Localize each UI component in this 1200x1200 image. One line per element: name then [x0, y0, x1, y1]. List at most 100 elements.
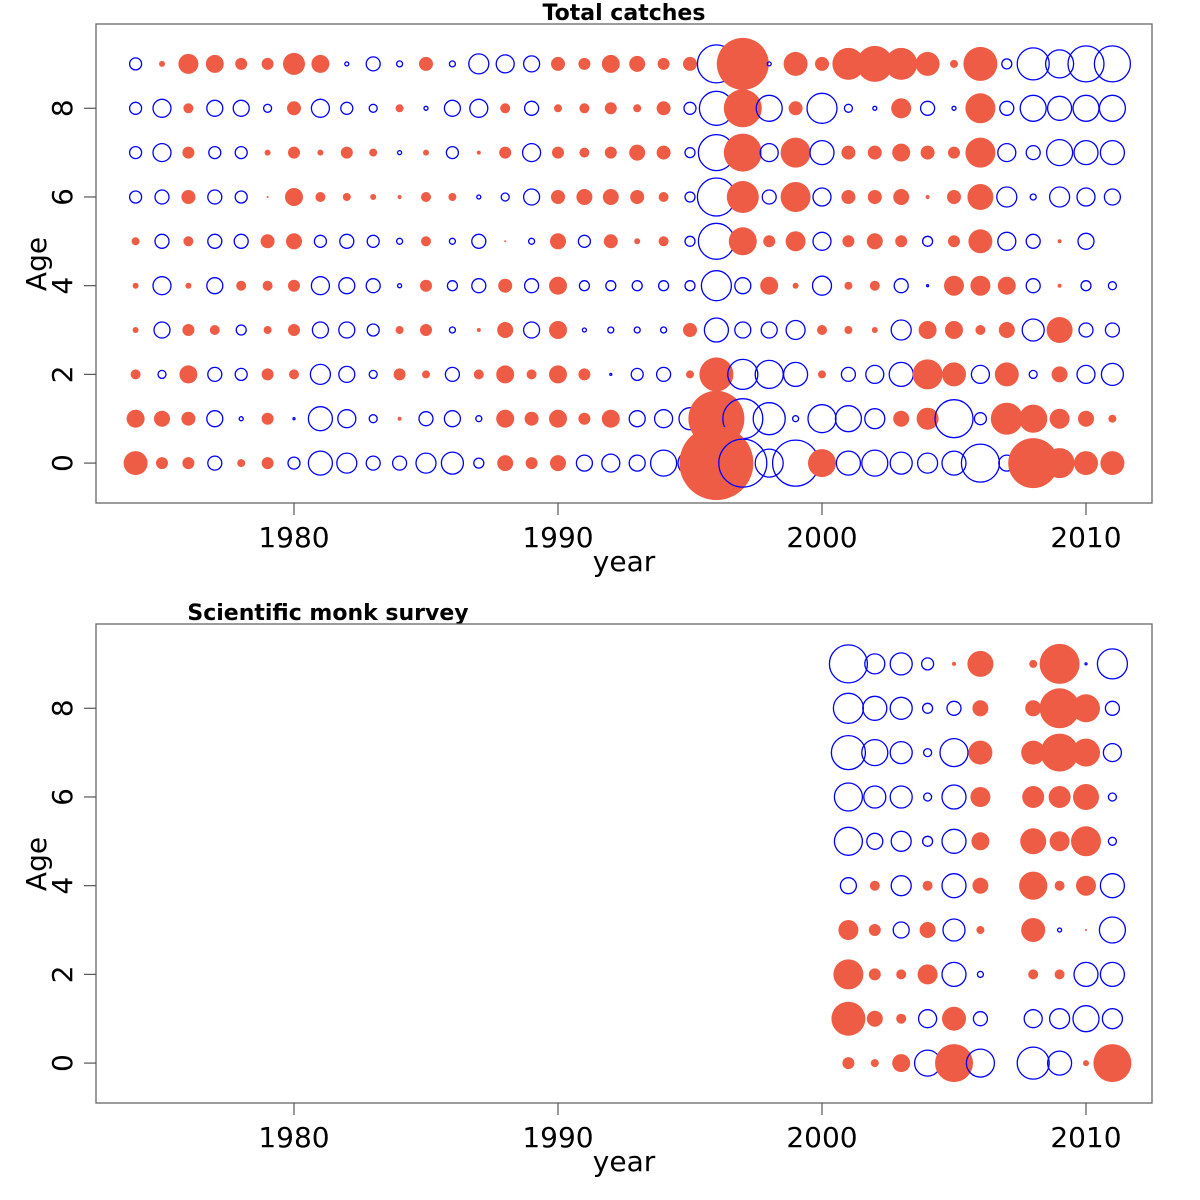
bubble-positive: [550, 233, 566, 250]
bubble-positive: [311, 54, 330, 73]
x-tick-label: 1990: [522, 521, 593, 554]
bubble-positive: [1022, 786, 1045, 808]
bubble-negative: [832, 692, 865, 724]
bubble-positive: [1025, 700, 1042, 717]
bubble-positive: [182, 146, 195, 159]
bubble-positive: [1019, 871, 1048, 900]
bubble-positive: [893, 189, 910, 205]
bubble-negative: [448, 326, 457, 334]
y-tick-label: 2: [46, 365, 79, 383]
bubble-positive: [130, 369, 141, 380]
bubble-positive: [156, 457, 168, 470]
bubble-negative: [1101, 1008, 1124, 1030]
bubble-negative: [785, 319, 806, 341]
bubble-positive: [892, 143, 911, 162]
bubble-negative: [864, 653, 886, 675]
bubble-negative: [811, 275, 833, 296]
bubble-negative: [1045, 138, 1074, 167]
bubble-positive: [261, 457, 274, 470]
bubble-negative: [1048, 1008, 1071, 1030]
bubble-negative: [997, 231, 1017, 251]
bubble-negative: [890, 830, 912, 852]
bubble-positive: [629, 144, 646, 161]
bubble-negative: [578, 280, 591, 292]
bubble-positive: [780, 182, 811, 212]
bubble-negative: [471, 278, 487, 294]
bubble-positive: [679, 426, 754, 501]
bubble-negative: [337, 409, 357, 429]
bubble-negative: [921, 835, 934, 847]
bubble-positive: [785, 231, 806, 252]
bubble-negative: [338, 277, 356, 295]
bubble-positive: [263, 326, 272, 334]
bubble-positive: [833, 959, 864, 990]
bubble-negative: [684, 191, 696, 203]
bubble-positive: [315, 192, 326, 202]
bubble-positive: [916, 407, 939, 430]
bubble-negative: [628, 410, 646, 428]
bubble-positive: [1083, 1060, 1089, 1067]
bubble-negative: [1067, 45, 1105, 83]
bubble-positive: [818, 370, 826, 379]
bubble-negative: [307, 406, 334, 432]
bubble-positive: [524, 411, 539, 426]
bubble-negative: [443, 99, 462, 117]
bubble-negative: [396, 149, 403, 156]
bubble-positive: [918, 321, 937, 339]
bubble-negative: [703, 317, 730, 343]
bubble-positive: [1054, 969, 1065, 980]
bubble-positive: [832, 47, 865, 80]
bubble-negative: [262, 103, 273, 113]
bubble-positive: [209, 325, 220, 335]
bubble-negative: [609, 372, 613, 377]
bubble-negative: [522, 321, 541, 339]
bubble-negative: [310, 98, 331, 118]
bubble-negative: [152, 276, 172, 296]
bubble-negative: [970, 364, 991, 385]
bubble-negative: [469, 98, 489, 118]
plot-frame: [95, 623, 1153, 1104]
bubble-positive: [289, 369, 299, 380]
x-tick-label: 2000: [786, 521, 857, 554]
bubble-negative: [423, 105, 429, 111]
bubble-negative: [889, 652, 913, 676]
bubble-positive: [340, 146, 353, 159]
bubble-negative: [782, 361, 809, 388]
bubble-positive: [183, 103, 194, 114]
bubble-negative: [833, 826, 864, 856]
bubble-positive: [920, 145, 935, 160]
bubble-positive: [601, 54, 620, 73]
bubble-negative: [941, 784, 967, 810]
bubble-positive: [1049, 408, 1070, 429]
bubble-positive: [868, 968, 881, 981]
bubble-negative: [1100, 362, 1125, 387]
bubble-negative: [292, 417, 296, 421]
bubble-positive: [235, 57, 248, 70]
bubble-negative: [766, 61, 772, 67]
y-tick-label: 4: [46, 877, 79, 895]
bubble-negative: [1104, 322, 1121, 338]
bubble-negative: [734, 321, 752, 339]
bubble-positive: [237, 459, 246, 468]
bubble-positive: [549, 276, 567, 295]
bubble-negative: [872, 105, 878, 111]
bubble-negative: [1023, 1009, 1043, 1029]
bubble-positive: [181, 190, 196, 204]
bubble-positive: [395, 326, 404, 334]
bubble-negative: [917, 1009, 938, 1029]
bubble-positive: [261, 57, 274, 70]
bubble-negative: [233, 233, 249, 249]
bubble-negative: [396, 283, 403, 289]
bubble-positive: [869, 280, 880, 291]
bubble-negative: [812, 231, 832, 251]
bubble-positive: [1072, 694, 1100, 723]
bubble-negative: [1025, 144, 1041, 161]
bubble-negative: [495, 54, 515, 74]
bubble-negative: [339, 233, 355, 249]
bubble-positive: [578, 412, 591, 425]
bubble-negative: [828, 644, 869, 684]
bubble-positive: [948, 235, 960, 248]
bubble-positive: [422, 370, 430, 379]
bubble-positive: [497, 322, 514, 338]
bubble-positive: [844, 326, 853, 334]
